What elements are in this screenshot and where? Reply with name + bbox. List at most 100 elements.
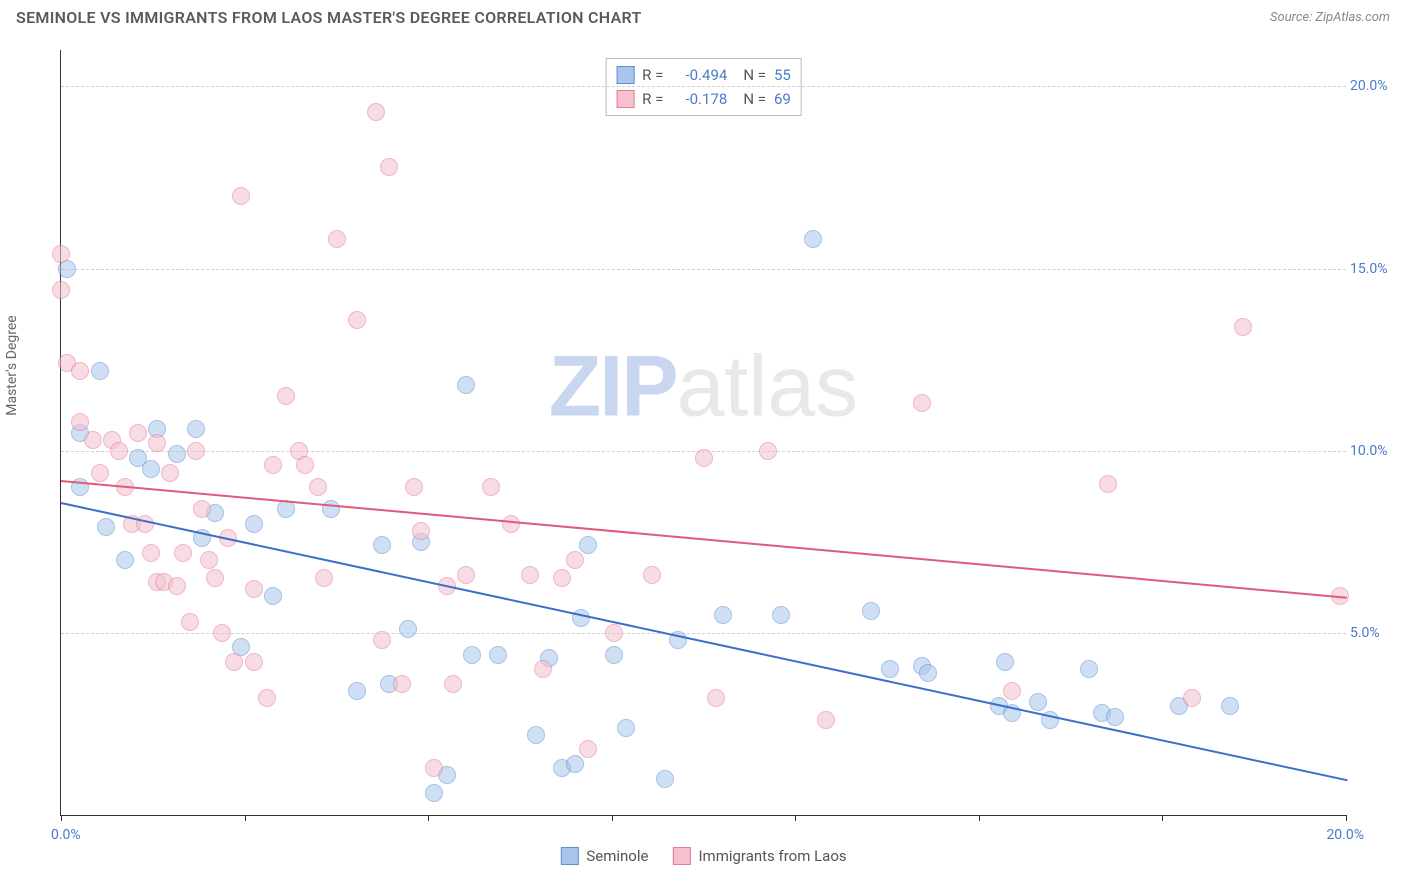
data-point	[566, 755, 584, 773]
data-point	[457, 566, 475, 584]
data-point	[161, 464, 179, 482]
data-point	[245, 515, 263, 533]
plot-area: ZIPatlas R =-0.494N =55R =-0.178N =69 Se…	[60, 50, 1346, 816]
data-point	[656, 770, 674, 788]
data-point	[617, 719, 635, 737]
n-value: 55	[774, 63, 791, 87]
data-point	[1221, 697, 1239, 715]
data-point	[405, 478, 423, 496]
data-point	[97, 518, 115, 536]
data-point	[322, 500, 340, 518]
data-point	[277, 387, 295, 405]
x-tick	[612, 815, 613, 821]
data-point	[521, 566, 539, 584]
data-point	[919, 664, 937, 682]
data-point	[373, 536, 391, 554]
data-point	[1080, 660, 1098, 678]
data-point	[605, 624, 623, 642]
watermark-zip: ZIP	[549, 338, 677, 434]
data-point	[264, 587, 282, 605]
data-point	[482, 478, 500, 496]
data-point	[380, 158, 398, 176]
r-value: -0.494	[671, 63, 727, 87]
data-point	[643, 566, 661, 584]
data-point	[534, 660, 552, 678]
data-point	[881, 660, 899, 678]
data-point	[695, 449, 713, 467]
data-point	[579, 740, 597, 758]
data-point	[804, 230, 822, 248]
data-point	[373, 631, 391, 649]
y-tick-label: 20.0%	[1350, 78, 1398, 94]
x-axis-max-label: 20.0%	[1326, 827, 1364, 843]
data-point	[181, 613, 199, 631]
legend-swatch	[616, 66, 634, 84]
data-point	[527, 726, 545, 744]
data-point	[142, 544, 160, 562]
data-point	[1099, 475, 1117, 493]
data-point	[232, 187, 250, 205]
legend-label: Seminole	[586, 847, 648, 865]
data-point	[71, 413, 89, 431]
data-point	[174, 544, 192, 562]
data-point	[193, 500, 211, 518]
r-value: -0.178	[671, 87, 727, 111]
data-point	[116, 551, 134, 569]
x-axis-min-label: 0.0%	[51, 827, 81, 843]
legend-swatch	[672, 847, 690, 865]
data-point	[200, 551, 218, 569]
data-point	[463, 646, 481, 664]
data-point	[996, 653, 1014, 671]
x-tick	[795, 815, 796, 821]
data-point	[348, 311, 366, 329]
x-tick	[1346, 815, 1347, 821]
data-point	[245, 653, 263, 671]
data-point	[52, 245, 70, 263]
n-label: N =	[743, 87, 766, 111]
legend-swatch	[560, 847, 578, 865]
data-point	[457, 376, 475, 394]
y-tick-label: 5.0%	[1350, 625, 1398, 641]
header: SEMINOLE VS IMMIGRANTS FROM LAOS MASTER'…	[0, 0, 1406, 31]
data-point	[142, 460, 160, 478]
data-point	[225, 653, 243, 671]
gridline	[61, 86, 1346, 87]
x-tick	[428, 815, 429, 821]
data-point	[91, 362, 109, 380]
data-point	[566, 551, 584, 569]
data-point	[1183, 689, 1201, 707]
data-point	[206, 569, 224, 587]
data-point	[1234, 318, 1252, 336]
data-point	[913, 394, 931, 412]
chart-container: Master's Degree ZIPatlas R =-0.494N =55R…	[16, 40, 1390, 876]
data-point	[296, 456, 314, 474]
data-point	[1029, 693, 1047, 711]
legend-swatch	[616, 90, 634, 108]
x-tick	[979, 815, 980, 821]
data-point	[1106, 708, 1124, 726]
series-legend: SeminoleImmigrants from Laos	[560, 847, 846, 865]
data-point	[84, 431, 102, 449]
data-point	[213, 624, 231, 642]
data-point	[367, 103, 385, 121]
data-point	[707, 689, 725, 707]
data-point	[148, 434, 166, 452]
data-point	[91, 464, 109, 482]
data-point	[444, 675, 462, 693]
x-tick	[1162, 815, 1163, 821]
data-point	[348, 682, 366, 700]
x-tick	[245, 815, 246, 821]
data-point	[71, 362, 89, 380]
data-point	[168, 577, 186, 595]
chart-title: SEMINOLE VS IMMIGRANTS FROM LAOS MASTER'…	[16, 8, 642, 27]
x-tick	[61, 815, 62, 821]
legend-item: Seminole	[560, 847, 648, 865]
data-point	[258, 689, 276, 707]
data-point	[328, 230, 346, 248]
data-point	[110, 442, 128, 460]
watermark: ZIPatlas	[549, 337, 858, 436]
data-point	[817, 711, 835, 729]
data-point	[129, 424, 147, 442]
data-point	[553, 569, 571, 587]
data-point	[1003, 682, 1021, 700]
